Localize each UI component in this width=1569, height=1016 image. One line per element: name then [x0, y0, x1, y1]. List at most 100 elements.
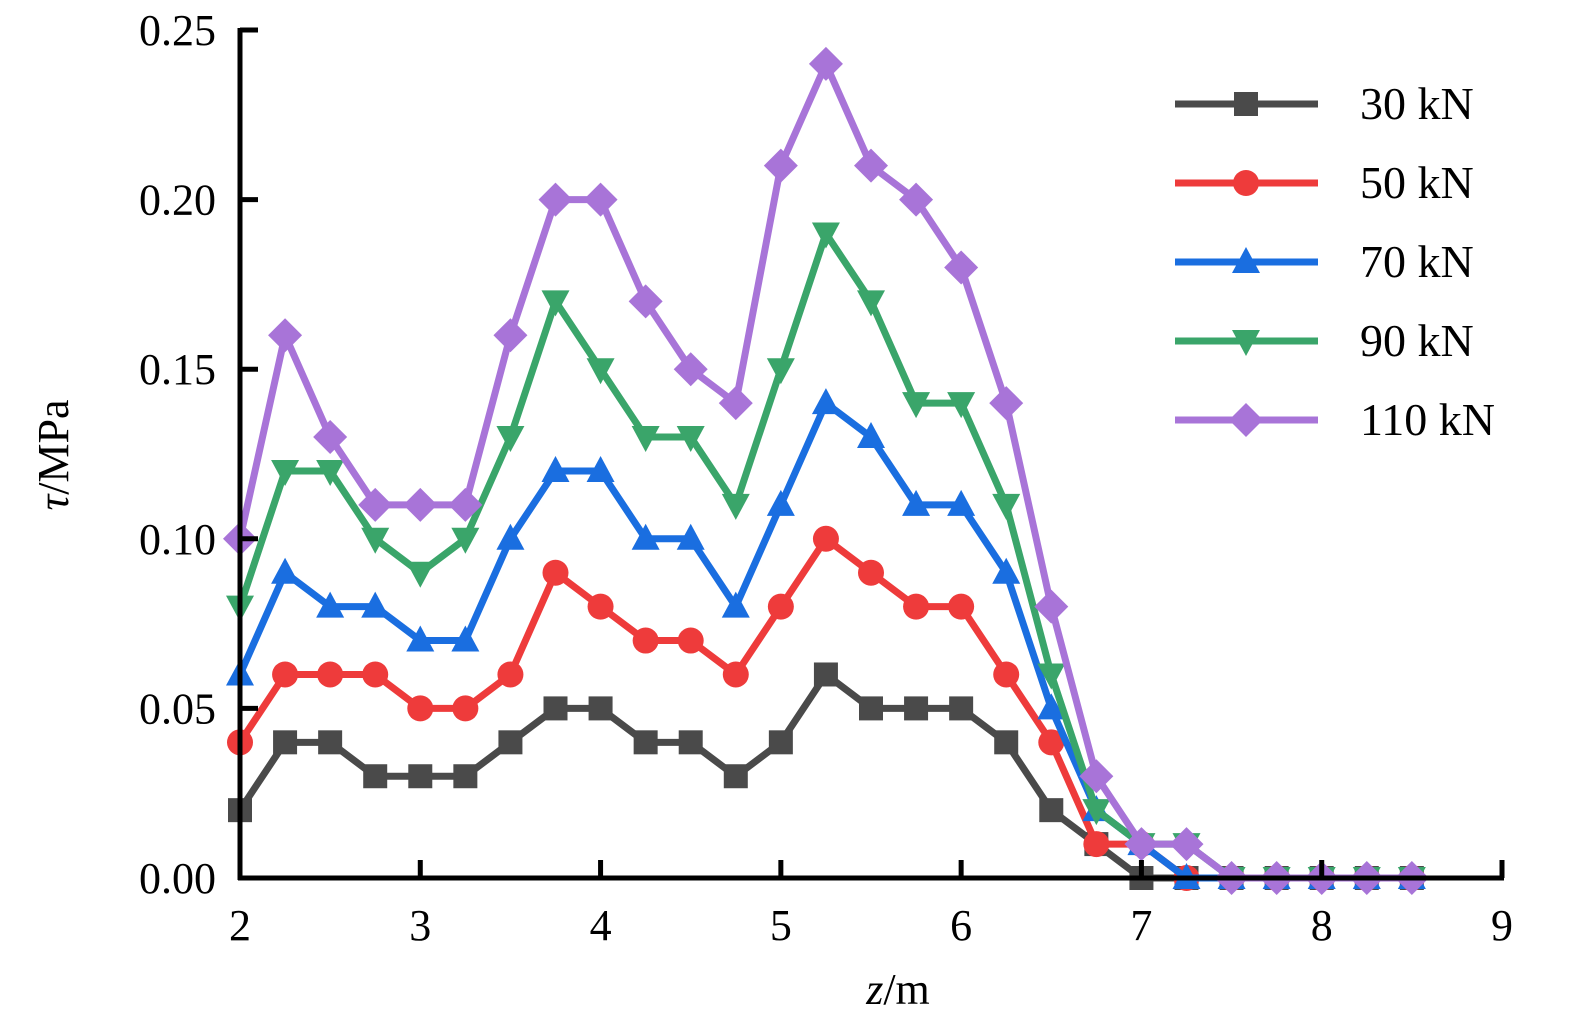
square-marker — [633, 730, 658, 755]
diamond-marker — [989, 386, 1024, 421]
circle-marker — [317, 661, 344, 688]
triangle-up-marker — [451, 625, 480, 652]
legend-label: 70 kN — [1360, 236, 1474, 287]
circle-marker — [767, 593, 794, 620]
circle-marker — [542, 559, 569, 586]
diamond-marker — [448, 487, 483, 522]
diamond-marker — [628, 284, 663, 319]
diamond-marker — [313, 420, 348, 455]
square-marker — [318, 730, 343, 755]
triangle-down-marker — [406, 561, 435, 588]
triangle-down-marker — [1037, 663, 1066, 690]
triangle-up-marker — [496, 523, 525, 550]
x-tick-label: 8 — [1311, 901, 1333, 950]
diamond-marker — [1169, 827, 1204, 862]
square-marker — [1039, 798, 1064, 823]
legend-item: 50 kN — [1175, 157, 1474, 208]
triangle-up-marker — [271, 557, 300, 584]
triangle-down-marker — [992, 493, 1021, 520]
y-tick-label: 0.10 — [139, 515, 216, 564]
diamond-marker — [403, 487, 438, 522]
x-tick-label: 2 — [229, 901, 251, 950]
circle-marker — [362, 661, 389, 688]
square-marker — [859, 696, 883, 721]
diamond-marker — [538, 182, 573, 217]
series-110-kN — [223, 46, 1429, 895]
square-marker — [1234, 92, 1258, 116]
triangle-up-marker — [1037, 693, 1066, 720]
circle-marker — [858, 559, 884, 586]
triangle-down-marker — [271, 459, 300, 486]
diamond-marker — [1229, 403, 1263, 437]
square-marker — [408, 764, 433, 789]
legend-item: 90 kN — [1175, 315, 1474, 366]
triangle-down-marker — [361, 527, 390, 554]
triangle-up-marker — [811, 388, 840, 415]
diamond-marker — [268, 318, 303, 353]
circle-marker — [272, 661, 299, 688]
series-50-kN — [227, 525, 1425, 891]
circle-marker — [1038, 729, 1065, 756]
triangle-up-marker — [631, 523, 660, 550]
square-marker — [904, 696, 929, 721]
circle-marker — [948, 593, 975, 620]
triangle-down-marker — [631, 426, 660, 453]
triangle-down-marker — [721, 493, 750, 520]
legend-label: 50 kN — [1360, 157, 1474, 208]
x-tick-label: 3 — [409, 901, 431, 950]
legend-label: 30 kN — [1360, 78, 1474, 129]
circle-marker — [722, 661, 749, 688]
square-marker — [678, 730, 703, 755]
y-tick-label: 0.05 — [139, 684, 216, 733]
triangle-down-marker — [1082, 799, 1111, 826]
legend: 30 kN 50 kN 70 kN 90 kN 110 kN — [1175, 78, 1495, 445]
circle-marker — [1233, 170, 1259, 196]
triangle-down-marker — [811, 222, 840, 249]
triangle-down-marker — [541, 290, 570, 317]
triangle-down-marker — [947, 392, 976, 419]
y-tick-label: 0.15 — [139, 345, 216, 394]
triangle-up-marker — [361, 591, 390, 618]
series-70-kN — [226, 388, 1426, 889]
circle-marker — [903, 593, 930, 620]
diamond-marker — [718, 386, 753, 421]
square-marker — [498, 730, 523, 755]
triangle-down-marker — [766, 358, 795, 385]
square-marker — [723, 764, 748, 789]
diamond-marker — [944, 250, 979, 285]
diamond-marker — [1124, 827, 1159, 862]
x-tick-label: 4 — [590, 901, 612, 950]
circle-marker — [452, 695, 479, 722]
x-tick-label: 9 — [1491, 901, 1513, 950]
triangle-up-marker — [902, 489, 931, 516]
x-tick-label: 7 — [1130, 901, 1152, 950]
diamond-marker — [358, 487, 393, 522]
y-axis-label: τ/MPa — [29, 399, 78, 510]
triangle-down-marker — [857, 290, 885, 317]
y-tick-label: 0.00 — [139, 854, 216, 903]
legend-item: 70 kN — [1175, 236, 1474, 287]
y-tick-label: 0.20 — [139, 176, 216, 225]
square-marker — [949, 696, 974, 721]
square-marker — [543, 696, 568, 721]
diamond-marker — [854, 148, 888, 183]
triangle-up-marker — [992, 557, 1021, 584]
triangle-up-marker — [766, 489, 795, 516]
triangle-up-marker — [676, 523, 705, 550]
triangle-up-marker — [1232, 247, 1260, 273]
circle-marker — [497, 661, 524, 688]
triangle-down-marker — [496, 426, 525, 453]
triangle-up-marker — [857, 422, 885, 449]
triangle-up-marker — [721, 591, 750, 618]
square-marker — [768, 730, 793, 755]
x-tick-label: 6 — [950, 901, 972, 950]
legend-label: 90 kN — [1360, 315, 1474, 366]
square-marker — [813, 662, 838, 687]
diamond-marker — [1034, 589, 1069, 624]
square-marker — [453, 764, 478, 789]
triangle-up-marker — [947, 489, 976, 516]
x-tick-label: 5 — [770, 901, 792, 950]
triangle-down-marker — [316, 459, 345, 486]
circle-marker — [1083, 831, 1110, 858]
